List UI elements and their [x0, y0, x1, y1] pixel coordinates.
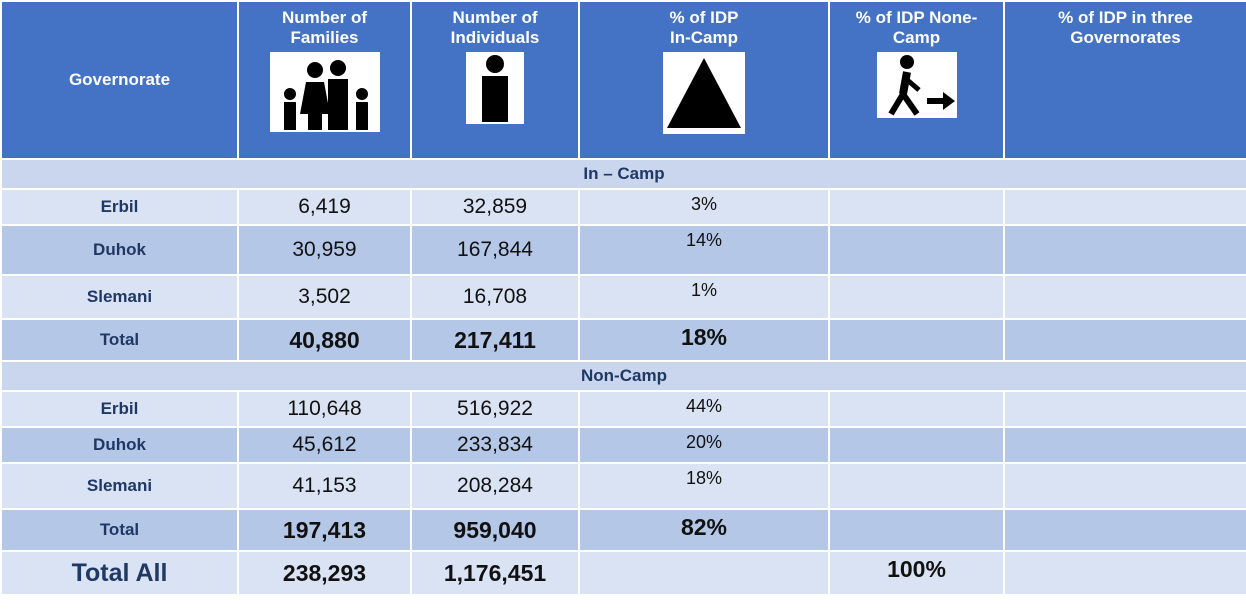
cell: 45,612 [237, 426, 412, 464]
cell: Duhok [0, 426, 239, 464]
section-row: In – Camp [0, 158, 1246, 190]
cell [828, 188, 1005, 226]
cell [828, 426, 1005, 464]
cell [1003, 426, 1246, 464]
cell: 238,293 [237, 550, 412, 596]
header-cell: % of IDP in three Governorates [1003, 0, 1246, 160]
data-row: Duhok 45,612 233,834 20% [0, 426, 1246, 464]
header-cell: Governorate [0, 0, 239, 160]
header-text: % of IDP In-Camp [669, 8, 739, 47]
cell [828, 462, 1005, 510]
cell: Total All [0, 550, 239, 596]
cell: 16,708 [410, 274, 580, 320]
header-row: Governorate Number of Families Number of… [0, 0, 1246, 160]
cell [578, 550, 830, 596]
tent-icon [663, 52, 745, 134]
cell [1003, 550, 1246, 596]
cell: 30,959 [237, 224, 412, 276]
cell [828, 390, 1005, 428]
header-text: Number of Families [282, 8, 367, 47]
cell: 1% [578, 274, 830, 320]
cell: Total [0, 508, 239, 552]
cell: 82% [578, 508, 830, 552]
cell [1003, 188, 1246, 226]
cell: Erbil [0, 390, 239, 428]
cell [1003, 318, 1246, 362]
data-row: Total 197,413 959,040 82% [0, 508, 1246, 552]
cell [1003, 508, 1246, 552]
cell: 217,411 [410, 318, 580, 362]
section-title: In – Camp [0, 158, 1246, 190]
cell [828, 274, 1005, 320]
cell: Total [0, 318, 239, 362]
family-icon [269, 52, 380, 132]
cell: 41,153 [237, 462, 412, 510]
cell: 197,413 [237, 508, 412, 552]
idp-table: Governorate Number of Families Number of… [0, 0, 1246, 596]
cell: Slemani [0, 274, 239, 320]
walk-icon [876, 52, 957, 118]
header-text: Number of Individuals [450, 8, 540, 47]
section-title: Non-Camp [0, 360, 1246, 392]
data-row: Duhok 30,959 167,844 14% [0, 224, 1246, 276]
cell: Duhok [0, 224, 239, 276]
header-text: % of IDP None- Camp [855, 8, 978, 47]
cell: 14% [578, 224, 830, 276]
cell: 32,859 [410, 188, 580, 226]
cell: 18% [578, 318, 830, 362]
cell: 110,648 [237, 390, 412, 428]
cell: 6,419 [237, 188, 412, 226]
section-row: Non-Camp [0, 360, 1246, 392]
data-row: Slemani 3,502 16,708 1% [0, 274, 1246, 320]
data-row: Erbil 110,648 516,922 44% [0, 390, 1246, 428]
data-row: Total 40,880 217,411 18% [0, 318, 1246, 362]
header-cell: % of IDP None- Camp [828, 0, 1005, 160]
cell: 516,922 [410, 390, 580, 428]
cell: 208,284 [410, 462, 580, 510]
header-cell: Number of Individuals [410, 0, 580, 160]
cell [1003, 224, 1246, 276]
cell: Slemani [0, 462, 239, 510]
cell: 167,844 [410, 224, 580, 276]
data-row: Erbil 6,419 32,859 3% [0, 188, 1246, 226]
cell [828, 318, 1005, 362]
person-icon [466, 52, 524, 124]
cell: 959,040 [410, 508, 580, 552]
cell: 3,502 [237, 274, 412, 320]
cell: 3% [578, 188, 830, 226]
cell: 233,834 [410, 426, 580, 464]
cell [828, 224, 1005, 276]
cell: 100% [828, 550, 1005, 596]
cell [1003, 274, 1246, 320]
header-cell: % of IDP In-Camp [578, 0, 830, 160]
table-body: In – Camp Erbil 6,419 32,859 3% Duhok 30,959 16… [0, 158, 1246, 596]
cell: 20% [578, 426, 830, 464]
cell [1003, 462, 1246, 510]
total-all-row: Total All 238,293 1,176,451 100% [0, 550, 1246, 596]
cell [1003, 390, 1246, 428]
cell: 1,176,451 [410, 550, 580, 596]
header-cell: Number of Families [237, 0, 412, 160]
cell [828, 508, 1005, 552]
cell: Erbil [0, 188, 239, 226]
cell: 18% [578, 462, 830, 510]
cell: 40,880 [237, 318, 412, 362]
cell: 44% [578, 390, 830, 428]
data-row: Slemani 41,153 208,284 18% [0, 462, 1246, 510]
